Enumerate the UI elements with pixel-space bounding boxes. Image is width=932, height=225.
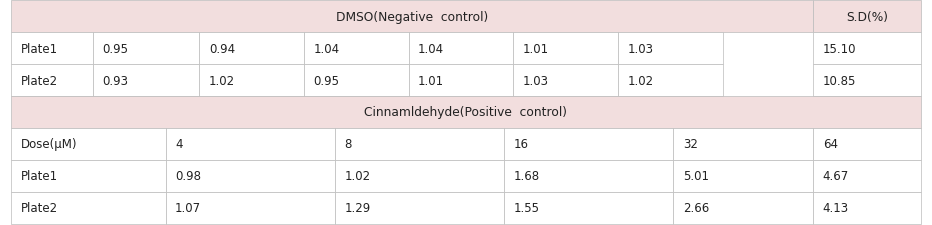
Text: Dose(μM): Dose(μM)	[21, 138, 77, 151]
Text: 1.02: 1.02	[627, 74, 653, 87]
Text: 1.07: 1.07	[175, 202, 201, 214]
Text: 8: 8	[344, 138, 351, 151]
Text: 1.01: 1.01	[523, 42, 549, 55]
Bar	[166, 192, 335, 224]
Bar	[304, 65, 409, 97]
Text: 1.03: 1.03	[523, 74, 549, 87]
Bar	[618, 65, 722, 97]
Bar	[504, 160, 674, 192]
Bar	[199, 65, 304, 97]
Bar	[504, 128, 674, 160]
Text: 2.66: 2.66	[683, 202, 709, 214]
Bar	[335, 128, 504, 160]
Bar	[11, 192, 166, 224]
Text: 10.85: 10.85	[823, 74, 857, 87]
Text: 1.29: 1.29	[344, 202, 371, 214]
Text: 32: 32	[683, 138, 697, 151]
Text: DMSO(Negative  control): DMSO(Negative control)	[336, 11, 488, 23]
Bar	[199, 33, 304, 65]
Bar	[618, 33, 722, 65]
Text: 16: 16	[514, 138, 528, 151]
Bar	[674, 160, 814, 192]
Bar	[335, 192, 504, 224]
Text: Plate1: Plate1	[21, 170, 58, 183]
Bar	[11, 33, 93, 65]
Bar	[674, 192, 814, 224]
Text: 1.04: 1.04	[418, 42, 445, 55]
Text: Cinnamldehyde(Positive  control): Cinnamldehyde(Positive control)	[364, 106, 568, 119]
Bar	[814, 192, 921, 224]
Bar	[93, 65, 199, 97]
Bar	[814, 128, 921, 160]
Text: 64: 64	[823, 138, 838, 151]
Bar	[93, 33, 199, 65]
Bar	[11, 1, 814, 33]
Text: 1.03: 1.03	[627, 42, 653, 55]
Bar	[11, 65, 93, 97]
Text: 4.13: 4.13	[823, 202, 849, 214]
Bar	[504, 192, 674, 224]
Text: 0.95: 0.95	[103, 42, 129, 55]
Text: 0.98: 0.98	[175, 170, 201, 183]
Bar	[304, 33, 409, 65]
Bar	[814, 1, 921, 33]
Text: Plate2: Plate2	[21, 74, 58, 87]
Text: 0.94: 0.94	[209, 42, 235, 55]
Bar	[335, 160, 504, 192]
Bar	[514, 33, 618, 65]
Text: 1.02: 1.02	[344, 170, 370, 183]
Text: 1.04: 1.04	[313, 42, 339, 55]
Bar	[166, 160, 335, 192]
Text: 0.95: 0.95	[313, 74, 339, 87]
Text: 1.55: 1.55	[514, 202, 540, 214]
Bar	[166, 128, 335, 160]
Bar	[11, 128, 166, 160]
Bar	[514, 65, 618, 97]
Text: Plate1: Plate1	[21, 42, 58, 55]
Bar	[11, 160, 166, 192]
Text: S.D(%): S.D(%)	[846, 11, 888, 23]
Bar	[409, 33, 514, 65]
Text: 15.10: 15.10	[823, 42, 857, 55]
Bar	[814, 33, 921, 65]
Bar	[814, 160, 921, 192]
Text: 1.01: 1.01	[418, 74, 445, 87]
Text: 4: 4	[175, 138, 183, 151]
Text: Plate2: Plate2	[21, 202, 58, 214]
Bar	[11, 97, 921, 128]
Text: 5.01: 5.01	[683, 170, 708, 183]
Bar	[814, 65, 921, 97]
Text: 4.67: 4.67	[823, 170, 849, 183]
Text: 1.02: 1.02	[209, 74, 235, 87]
Text: 0.93: 0.93	[103, 74, 129, 87]
Bar	[409, 65, 514, 97]
Text: 1.68: 1.68	[514, 170, 540, 183]
Bar	[674, 128, 814, 160]
